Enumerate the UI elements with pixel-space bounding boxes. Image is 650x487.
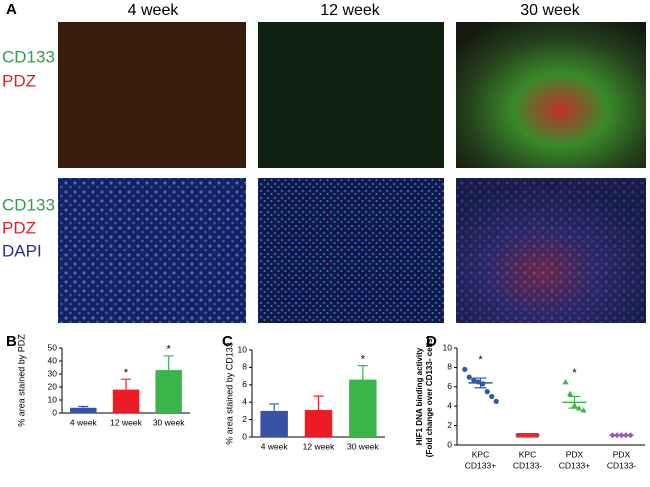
micrograph <box>258 178 444 323</box>
point <box>462 366 468 372</box>
y-tick-label: 4 <box>447 400 452 410</box>
panel-label: D <box>426 333 437 350</box>
significance: * <box>167 344 172 356</box>
bar <box>112 389 140 413</box>
column-header: 12 week <box>320 2 381 19</box>
y-axis-label: HIF1 DNA binding activity <box>415 347 424 445</box>
y-tick-label: 0 <box>242 431 247 441</box>
x-tick-label: 30 week <box>347 441 379 451</box>
y-axis-label: % area stained by CD133 <box>224 342 234 445</box>
micrograph <box>58 178 246 323</box>
x-tick-label: 30 week <box>153 417 185 427</box>
bar <box>155 370 182 413</box>
bar <box>304 410 333 437</box>
column-header: 4 week <box>128 2 180 19</box>
x-tick-label: KPC <box>472 449 489 459</box>
x-tick-label: 12 week <box>303 441 335 451</box>
y-tick-label: 2 <box>242 414 247 424</box>
point <box>489 393 495 400</box>
significance: * <box>478 354 483 366</box>
row-label: CD133 <box>2 195 55 214</box>
row-label: PDZ <box>2 71 36 90</box>
y-tick-label: 0 <box>447 439 452 449</box>
point <box>466 374 472 380</box>
y-tick-label: 40 <box>48 355 58 365</box>
significance: * <box>124 367 129 379</box>
bar <box>70 407 97 413</box>
significance: * <box>361 354 366 366</box>
x-tick-label: KPC <box>519 449 536 459</box>
bar <box>349 379 377 437</box>
y-tick-label: 20 <box>48 381 58 391</box>
row-label: PDZ <box>2 218 36 237</box>
error-bar <box>121 378 131 390</box>
x-tick-label: 4 week <box>70 417 98 427</box>
point <box>580 407 587 413</box>
x-tick-label: CD133+ <box>465 460 496 470</box>
point <box>567 390 573 396</box>
error-bar <box>313 395 324 411</box>
point <box>484 389 490 395</box>
x-tick-label: CD133+ <box>559 460 590 470</box>
panel-label: B <box>6 333 17 350</box>
y-tick-label: 10 <box>48 394 58 404</box>
y-tick-label: 10 <box>443 342 453 352</box>
y-tick-label: 50 <box>48 342 58 352</box>
y-tick-label: 4 <box>242 396 247 406</box>
row-label: DAPI <box>2 241 42 260</box>
micrograph <box>258 22 444 168</box>
point <box>493 398 499 404</box>
point <box>471 377 477 383</box>
x-tick-label: CD133- <box>607 460 636 470</box>
y-tick-label: 6 <box>447 381 452 391</box>
significance: * <box>572 367 577 379</box>
y-axis-label: % area stained by PDZ <box>16 334 26 427</box>
panel-label: C <box>222 333 233 350</box>
micrograph <box>58 22 246 168</box>
error-bar <box>269 403 280 411</box>
sem-bar <box>568 395 581 409</box>
row-label: CD133 <box>2 47 55 66</box>
y-tick-label: 8 <box>242 362 247 372</box>
y-tick-label: 6 <box>242 379 247 389</box>
error-bar <box>357 365 368 380</box>
y-tick-label: 30 <box>48 368 58 378</box>
y-tick-label: 2 <box>447 420 452 430</box>
sem-bar <box>474 377 487 389</box>
panel-label: A <box>6 1 17 18</box>
micrograph <box>456 22 646 168</box>
y-tick-label: 0 <box>52 407 57 417</box>
point <box>562 378 569 385</box>
x-tick-label: PDX <box>566 449 584 459</box>
x-tick-label: 12 week <box>110 417 142 427</box>
x-tick-label: CD133- <box>513 460 542 470</box>
column-header: 30 week <box>520 2 581 19</box>
y-axis-label: (Fold change over CD133- cells) <box>425 335 434 457</box>
x-tick-label: 4 week <box>261 441 289 451</box>
x-tick-label: PDX <box>613 449 631 459</box>
y-tick-label: 8 <box>447 362 452 372</box>
bar <box>260 410 288 437</box>
error-bar <box>163 355 174 371</box>
micrograph-overlay <box>456 178 646 323</box>
error-bar <box>78 405 89 408</box>
y-tick-label: 10 <box>238 344 248 354</box>
